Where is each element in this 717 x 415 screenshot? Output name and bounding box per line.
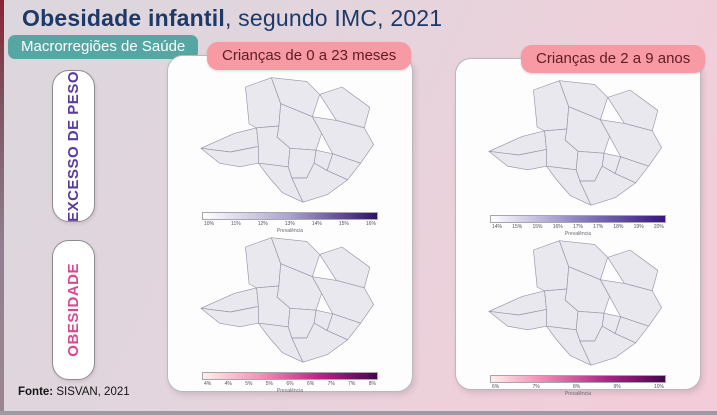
colorbar-tick: 20% <box>653 224 664 230</box>
map-block-obesidade-0-23: 4% 4% 5% 5% 6% 6% 7% 7% 8% Prevalência <box>197 234 383 394</box>
minas-gerais-choropleth-map <box>200 77 374 203</box>
colorbar-tick: 18% <box>613 224 624 230</box>
source-note-label: Fonte: <box>18 386 54 398</box>
colorbar-tick: 8% <box>572 384 581 390</box>
colorbar-axis-label: Prevalência <box>276 388 304 394</box>
colorbar-ticks: 10% 11% 12% 13% 14% 15% 16% <box>204 221 376 227</box>
colorbar-tick: 17% <box>572 224 583 230</box>
slide-bottom-strip <box>0 411 717 415</box>
colorbar-excesso-peso-0-23: 10% 11% 12% 13% 14% 15% 16% Prevalência <box>202 212 378 234</box>
colorbar-tick: 4% <box>224 381 232 387</box>
colorbar-tick: 11% <box>231 221 241 227</box>
minas-gerais-choropleth-map <box>488 240 662 366</box>
region-norte <box>271 237 321 278</box>
colorbar-tick: 13% <box>284 221 295 227</box>
region-sudeste <box>291 322 348 363</box>
region-norte <box>271 77 321 118</box>
colorbar-tick: 9% <box>613 384 621 390</box>
colorbar-obesidade-2-9: 6% 7% 8% 9% 10% Prevalência <box>490 375 666 397</box>
region-nordeste <box>319 86 371 129</box>
macroregions-badge: Macrorregiões de Saúde <box>8 35 199 59</box>
colorbar-gradient <box>202 372 378 380</box>
colorbar-tick: 14% <box>492 224 503 230</box>
colorbar-tick: 7% <box>532 384 540 390</box>
colorbar-gradient <box>202 212 378 220</box>
page-title-rest: , segundo IMC, 2021 <box>224 5 443 31</box>
colorbar-tick: 10% <box>204 221 215 227</box>
colorbar-ticks: 6% 7% 8% 9% 10% <box>492 384 664 390</box>
colorbar-obesidade-0-23: 4% 4% 5% 5% 6% 6% 7% 7% 8% Prevalência <box>202 372 378 394</box>
colorbar-tick: 4% <box>204 381 212 387</box>
region-nordeste <box>607 249 659 292</box>
source-note-text: SISVAN, 2021 <box>53 386 130 398</box>
minas-gerais-choropleth-map <box>488 80 662 206</box>
colorbar-tick: 15% <box>338 221 349 227</box>
map-block-excesso-peso-2-9: 14% 15% 15% 16% 17% 17% 18% 19% 20% Prevalência <box>485 77 671 237</box>
source-note: Fonte: SISVAN, 2021 <box>18 386 130 398</box>
colorbar-ticks: 4% 4% 5% 5% 6% 6% 7% 7% 8% <box>204 381 376 387</box>
panel-children-0-23-months: 10% 11% 12% 13% 14% 15% 16% Prevalência 4% 4% 5%… <box>167 55 413 394</box>
colorbar-tick: 6% <box>306 381 315 387</box>
colorbar-axis-label: Prevalência <box>276 228 304 234</box>
colorbar-excesso-peso-2-9: 14% 15% 15% 16% 17% 17% 18% 19% 20% Prevalência <box>490 215 666 237</box>
region-nordeste <box>319 246 371 289</box>
row-label-obesidade: OBESIDADE <box>52 240 95 380</box>
colorbar-tick: 6% <box>492 384 500 390</box>
colorbar-tick: 15% <box>532 224 543 230</box>
colorbar-tick: 7% <box>327 381 335 387</box>
colorbar-gradient <box>490 215 666 223</box>
column-header-2-9-years: Crianças de 2 a 9 anos <box>521 45 706 73</box>
region-norte <box>559 240 609 281</box>
colorbar-tick: 14% <box>311 221 322 227</box>
colorbar-gradient <box>490 375 666 383</box>
row-label-obesidade-text: OBESIDADE <box>65 263 82 357</box>
page-title-bold: Obesidade infantil <box>22 5 225 31</box>
row-label-excesso-de-peso-text: EXCESSO DE PESO <box>65 70 82 222</box>
colorbar-tick: 16% <box>552 224 563 230</box>
colorbar-axis-label: Prevalência <box>564 231 592 237</box>
colorbar-tick: 12% <box>257 221 268 227</box>
panel-children-2-9-years: 14% 15% 15% 16% 17% 17% 18% 19% 20% Prevalência … <box>455 58 701 397</box>
colorbar-tick: 17% <box>593 224 604 230</box>
region-jequitinhonha <box>311 116 374 164</box>
colorbar-tick: 6% <box>286 381 294 387</box>
map-block-obesidade-2-9: 6% 7% 8% 9% 10% Prevalência <box>485 237 671 397</box>
region-sudeste <box>579 325 636 366</box>
slide-left-accent-strip <box>0 0 4 415</box>
colorbar-ticks: 14% 15% 15% 16% 17% 17% 18% 19% 20% <box>492 224 664 230</box>
page-title: Obesidade infantil, segundo IMC, 2021 <box>22 5 442 32</box>
region-sudeste <box>579 165 636 206</box>
colorbar-tick: 16% <box>365 221 376 227</box>
colorbar-tick: 15% <box>512 224 523 230</box>
column-header-0-23-months: Crianças de 0 a 23 meses <box>207 42 412 70</box>
region-jequitinhonha <box>599 119 662 167</box>
row-label-excesso-de-peso: EXCESSO DE PESO <box>52 70 95 222</box>
colorbar-tick: 8% <box>368 381 376 387</box>
region-jequitinhonha <box>599 279 662 327</box>
region-sudeste <box>291 162 348 203</box>
colorbar-tick: 5% <box>265 381 274 387</box>
colorbar-tick: 10% <box>653 384 664 390</box>
minas-gerais-choropleth-map <box>200 237 374 363</box>
colorbar-tick: 7% <box>348 381 356 387</box>
region-norte <box>559 80 609 121</box>
colorbar-axis-label: Prevalência <box>564 391 592 397</box>
region-nordeste <box>607 89 659 132</box>
colorbar-tick: 19% <box>633 224 644 230</box>
map-block-excesso-peso-0-23: 10% 11% 12% 13% 14% 15% 16% Prevalência <box>197 74 383 234</box>
colorbar-tick: 5% <box>245 381 253 387</box>
region-jequitinhonha <box>311 276 374 324</box>
